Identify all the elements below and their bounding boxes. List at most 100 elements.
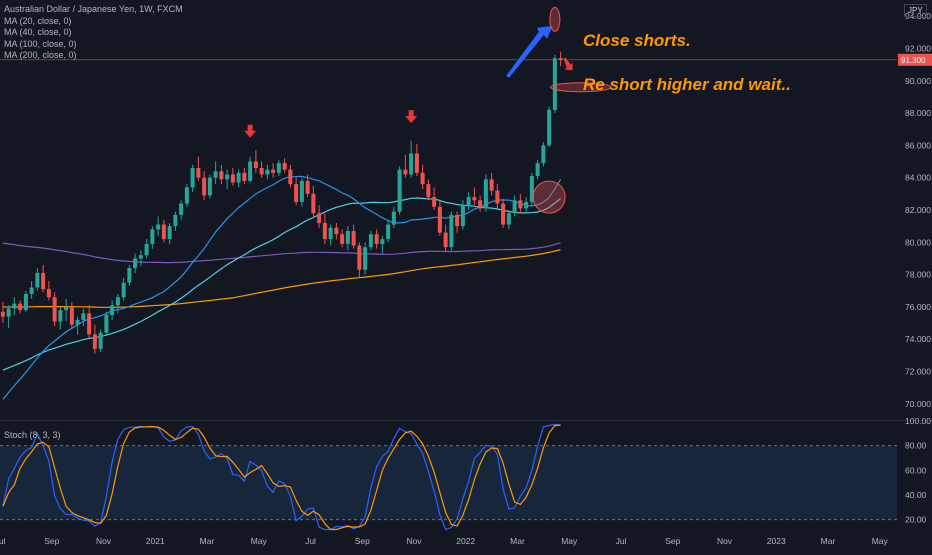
- candle: [334, 222, 339, 240]
- candle-body: [144, 243, 149, 256]
- candle: [213, 161, 218, 185]
- legend-ma20: MA (20, close, 0): [4, 15, 72, 26]
- candle-body: [466, 197, 471, 206]
- candle: [386, 219, 391, 243]
- candle-body: [64, 306, 69, 311]
- candle-body: [414, 153, 419, 173]
- price-tick-label: 90.000: [905, 76, 931, 86]
- candle-body: [351, 231, 356, 246]
- candle-body: [524, 201, 529, 209]
- axes: 70.000 72.000 74.000 76.000 78.000 80.000 82.0…: [0, 11, 932, 546]
- legend: Australian Dollar / Japanese Yen, 1W, FX…: [4, 4, 183, 62]
- candle-body: [184, 187, 189, 204]
- candle-body: [92, 334, 97, 349]
- candle-body: [69, 306, 74, 325]
- legend-ma40: MA (40, close, 0): [4, 27, 72, 37]
- candle-body: [547, 109, 552, 146]
- candle-body: [196, 168, 201, 178]
- legend-ma200: MA (200, close, 0): [4, 50, 77, 60]
- candle-body: [495, 190, 500, 204]
- candle: [207, 174, 212, 199]
- candle-body: [52, 297, 57, 322]
- candle: [552, 54, 557, 114]
- time-tick-label: May: [872, 536, 889, 546]
- time-tick-label: Nov: [717, 536, 733, 546]
- candle-body: [472, 197, 477, 201]
- candle: [138, 250, 143, 267]
- candle-body: [0, 311, 5, 317]
- candle: [184, 184, 189, 207]
- candle-body: [58, 310, 63, 322]
- candle-body: [150, 229, 155, 244]
- candle: [0, 302, 5, 324]
- time-tick-label: 2022: [456, 536, 475, 546]
- stoch-band: [0, 445, 897, 520]
- candle: [420, 164, 425, 189]
- time-tick-label: Sep: [665, 536, 680, 546]
- candle: [443, 224, 448, 252]
- time-tick-label: Mar: [510, 536, 525, 546]
- chart-title: Australian Dollar / Japanese Yen, 1W, FX…: [4, 4, 183, 14]
- candle: [460, 200, 465, 230]
- candle: [64, 298, 69, 322]
- candle: [495, 184, 500, 209]
- candle: [127, 264, 132, 286]
- candle: [18, 300, 23, 314]
- stoch-tick-label: 60.00: [905, 465, 927, 475]
- candle: [449, 211, 454, 251]
- candle-body: [426, 184, 431, 198]
- candle: [403, 155, 408, 178]
- candle-body: [518, 200, 523, 209]
- candle: [294, 177, 299, 206]
- candle-body: [242, 172, 247, 181]
- currency-badge[interactable]: JPY: [904, 4, 927, 17]
- candle-body: [75, 319, 80, 325]
- candle-body: [357, 245, 362, 270]
- candle: [506, 210, 511, 230]
- candle: [248, 156, 253, 183]
- candle: [391, 206, 396, 228]
- candle-body: [282, 163, 287, 170]
- candle-body: [236, 172, 241, 183]
- candle: [225, 169, 230, 189]
- candle-body: [299, 180, 304, 202]
- stoch-tick-label: 100.00: [905, 416, 931, 426]
- candle: [69, 302, 74, 328]
- candle: [489, 172, 494, 196]
- candle: [512, 195, 517, 217]
- candle-body: [449, 214, 454, 248]
- candle: [547, 106, 552, 147]
- candle-body: [23, 294, 28, 311]
- ma20-line: [2, 175, 562, 400]
- candle-body: [276, 163, 281, 173]
- candle-body: [133, 258, 138, 269]
- candle-body: [512, 200, 517, 214]
- candle-body: [127, 268, 132, 283]
- candle: [253, 150, 258, 173]
- candle: [472, 187, 477, 206]
- candle-body: [420, 172, 425, 185]
- candle: [483, 174, 488, 212]
- time-tick-label: Nov: [406, 536, 422, 546]
- candle-body: [478, 200, 483, 209]
- price-tick-label: 88.000: [905, 108, 931, 118]
- candle: [311, 185, 316, 219]
- candle-body: [288, 169, 293, 185]
- current-price-label: 91.300: [901, 56, 926, 65]
- candle-body: [202, 177, 207, 196]
- candle-body: [156, 224, 161, 230]
- candle-body: [322, 222, 327, 240]
- candle-body: [506, 213, 511, 225]
- candle-body: [374, 234, 379, 244]
- candle: [351, 224, 356, 249]
- candle-body: [167, 226, 172, 240]
- candle: [409, 140, 414, 178]
- candle: [121, 277, 126, 301]
- current-price-badge: [898, 53, 932, 66]
- candle-body: [104, 315, 109, 333]
- ma200-line: [2, 249, 561, 308]
- candle: [288, 164, 293, 188]
- candle: [173, 211, 178, 231]
